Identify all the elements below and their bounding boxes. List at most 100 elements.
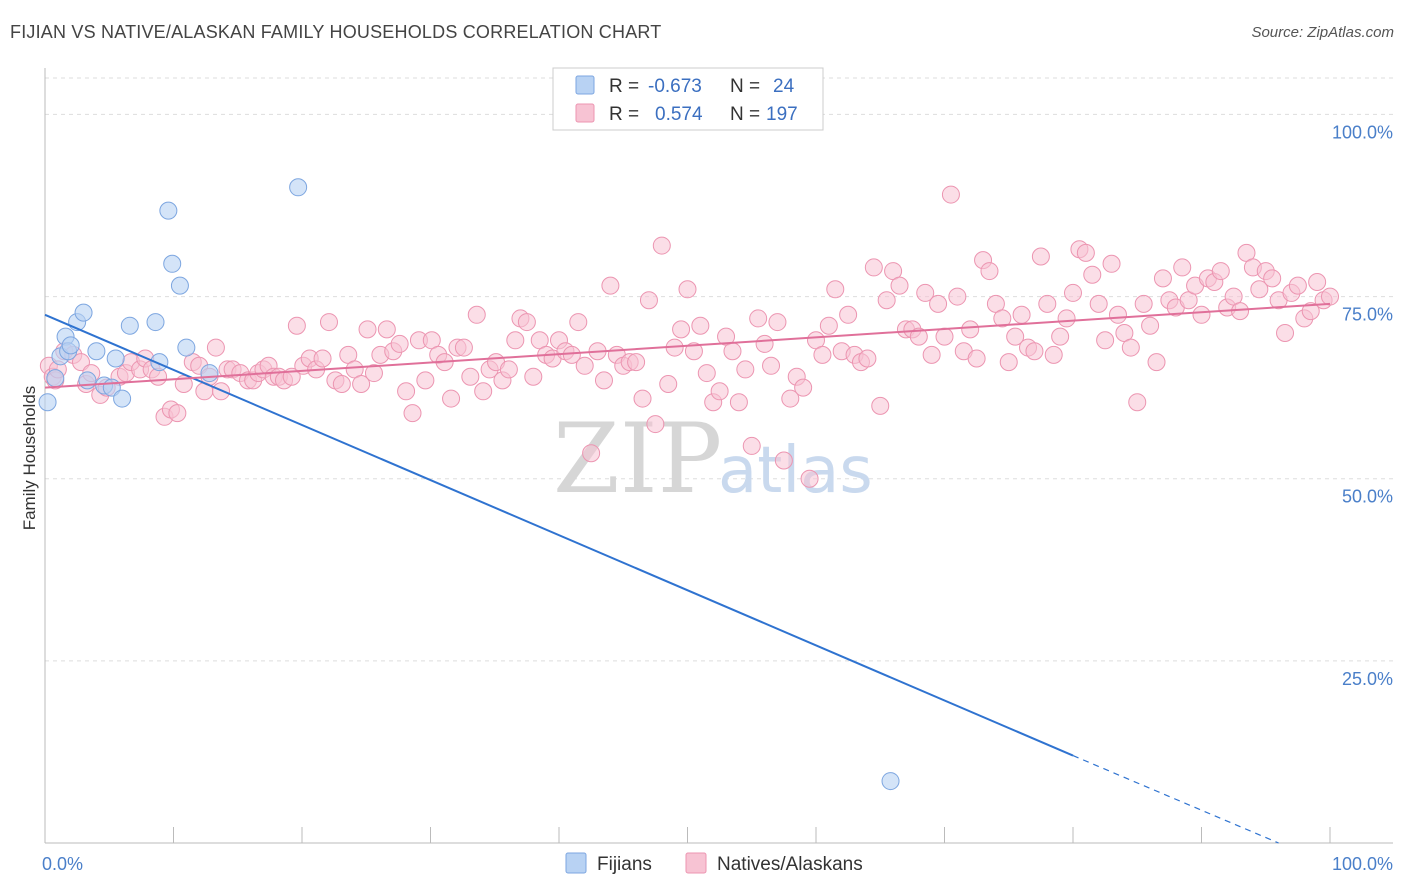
natives-point: [1147, 353, 1166, 372]
natives-point: [742, 436, 761, 455]
natives-point: [517, 313, 536, 332]
bottom-swatch-natives: [685, 852, 707, 874]
fijians-point: [38, 393, 57, 412]
bottom-legend-natives: Natives/Alaskans: [717, 854, 863, 875]
natives-point: [474, 382, 493, 401]
natives-point: [582, 444, 601, 463]
natives-point: [890, 276, 909, 295]
watermark: ZIP atlas: [553, 403, 873, 515]
fijians-point: [200, 364, 219, 383]
natives-point: [999, 353, 1018, 372]
natives-point: [1076, 243, 1095, 262]
fijians-point: [61, 336, 80, 355]
natives-point: [774, 451, 793, 470]
y-axis-label: Family Households: [20, 386, 39, 531]
natives-point: [1051, 327, 1070, 346]
natives-point: [929, 294, 948, 313]
bottom-swatch-fijians: [565, 852, 587, 874]
natives-point: [633, 389, 652, 408]
y-tick-label: 25.0%: [1342, 669, 1393, 689]
natives-point: [1044, 345, 1063, 364]
natives-point: [646, 415, 665, 434]
source-label: Source: ZipAtlas.com: [1251, 24, 1394, 41]
x-tick-label: 0.0%: [42, 854, 83, 874]
natives-point: [575, 356, 594, 375]
natives-point: [377, 320, 396, 339]
natives-point: [1276, 324, 1295, 342]
fijians-points: [38, 178, 900, 791]
natives-point: [980, 262, 999, 281]
y-tick-label: 75.0%: [1342, 305, 1393, 325]
fijians-point: [87, 342, 106, 361]
fijians-point: [289, 178, 308, 197]
natives-point: [909, 327, 928, 346]
natives-point: [729, 393, 748, 412]
watermark-atlas: atlas: [718, 434, 873, 508]
natives-point: [1031, 247, 1050, 266]
fijians-point: [159, 201, 178, 220]
fijians-point: [881, 772, 900, 791]
legend-n-natives: 197: [766, 104, 798, 125]
natives-point: [659, 375, 678, 393]
natives-point: [594, 371, 613, 390]
fijians-point: [106, 349, 125, 368]
natives-point: [1006, 327, 1025, 346]
natives-point: [1301, 302, 1320, 321]
fijians-point: [170, 276, 189, 295]
natives-point: [206, 338, 225, 357]
natives-point: [826, 280, 845, 299]
natives-point: [1025, 342, 1044, 361]
natives-point: [364, 364, 383, 383]
chart-title: FIJIAN VS NATIVE/ALASKAN FAMILY HOUSEHOL…: [10, 22, 662, 42]
natives-point: [454, 338, 473, 357]
natives-point: [1173, 258, 1192, 277]
natives-point: [1231, 302, 1250, 321]
natives-point: [1192, 305, 1211, 324]
natives-point: [524, 367, 543, 386]
natives-point: [1288, 276, 1307, 295]
legend-box: [552, 67, 824, 131]
fijians-point: [120, 316, 139, 335]
natives-point: [755, 334, 774, 353]
natives-point: [1128, 393, 1147, 412]
natives-point: [1064, 283, 1082, 302]
natives-point: [467, 305, 486, 324]
natives-point: [723, 342, 742, 361]
natives-point: [916, 283, 935, 302]
natives-point: [691, 316, 710, 335]
fijians-point: [113, 389, 132, 408]
natives-point: [601, 276, 620, 295]
natives-point: [352, 375, 371, 393]
natives-point: [935, 327, 954, 346]
natives-point: [506, 331, 525, 350]
natives-point: [922, 345, 941, 364]
legend-swatch-natives: [575, 103, 595, 123]
natives-point: [877, 291, 896, 310]
natives-point: [1134, 294, 1153, 313]
fijians-point: [146, 313, 165, 332]
legend-n-fijians: 24: [773, 76, 795, 97]
natives-point: [749, 309, 768, 328]
natives-point: [403, 404, 422, 423]
fijians-point: [74, 303, 93, 322]
trendlines: [44, 302, 1331, 844]
natives-point: [627, 353, 646, 372]
natives-point: [1096, 331, 1115, 350]
natives-point: [1141, 316, 1160, 335]
fijians-point: [46, 369, 65, 388]
natives-point: [710, 382, 729, 401]
natives-point: [390, 334, 409, 353]
natives-point: [569, 313, 588, 332]
natives-point: [736, 360, 755, 379]
natives-point: [1263, 269, 1282, 288]
natives-point: [794, 378, 813, 397]
natives-point: [993, 309, 1012, 328]
natives-point: [813, 345, 832, 364]
series-legend: Fijians Natives/Alaskans: [565, 852, 863, 875]
natives-point: [416, 371, 435, 390]
natives-point: [697, 364, 716, 383]
natives-point: [961, 320, 980, 339]
natives-point: [768, 313, 787, 332]
natives-point: [1153, 269, 1172, 288]
